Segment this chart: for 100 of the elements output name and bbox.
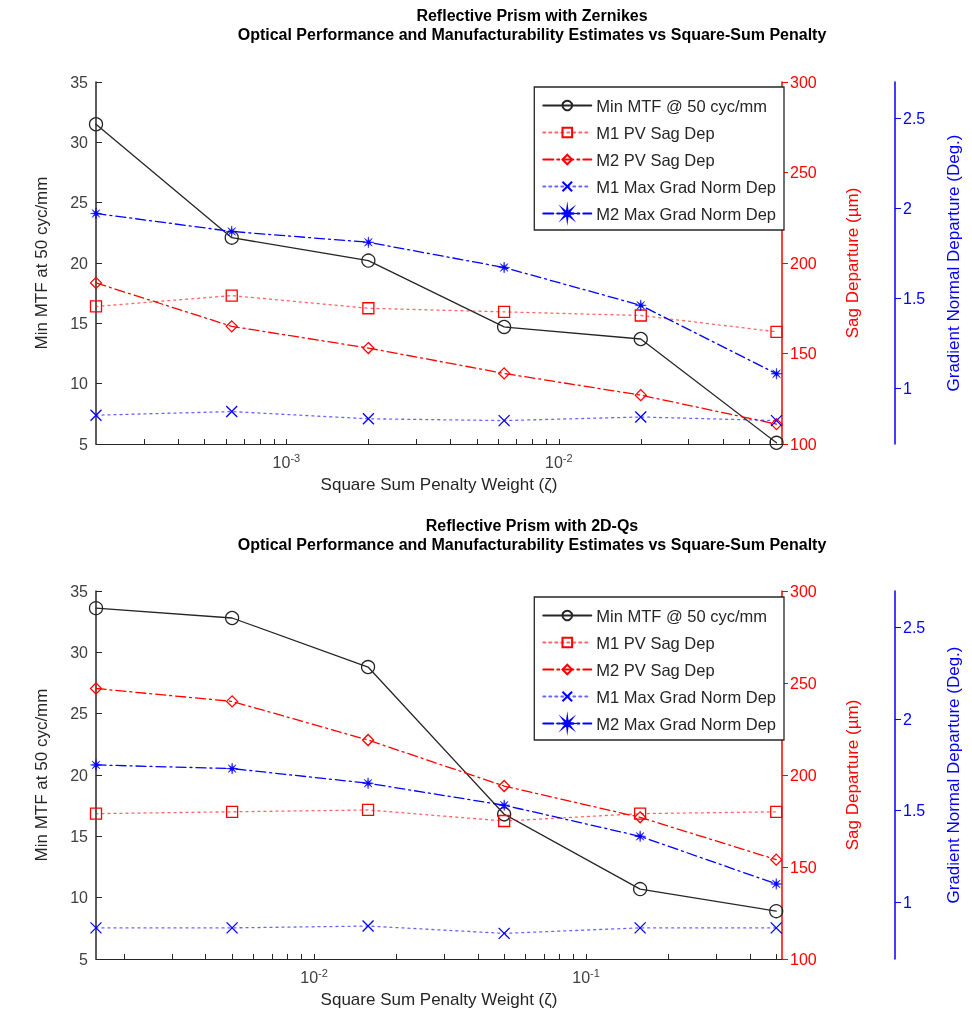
point bbox=[634, 410, 647, 424]
point bbox=[362, 412, 375, 425]
point bbox=[225, 921, 239, 935]
point bbox=[225, 225, 238, 238]
point bbox=[89, 807, 103, 820]
y3-tick-label: 1.5 bbox=[903, 802, 926, 820]
y2-tick-label: 300 bbox=[790, 582, 817, 600]
point bbox=[90, 759, 102, 771]
y-tick-label: 5 bbox=[79, 950, 89, 968]
y3-tick-label: 2 bbox=[903, 199, 912, 217]
y2-tick-label: 200 bbox=[790, 766, 817, 784]
point bbox=[770, 878, 782, 890]
point bbox=[497, 305, 511, 319]
point bbox=[498, 814, 511, 828]
y2-axis-title: Sag Departure (µm) bbox=[843, 699, 862, 851]
y-tick-label: 25 bbox=[70, 194, 89, 212]
point bbox=[770, 414, 783, 427]
point bbox=[635, 299, 647, 312]
y2-tick-label: 250 bbox=[790, 674, 817, 692]
point bbox=[632, 881, 648, 897]
point bbox=[361, 919, 375, 933]
point bbox=[498, 779, 511, 793]
point bbox=[770, 805, 783, 818]
y-axis-title: Min MTF at 50 cyc/mm bbox=[32, 688, 51, 862]
point bbox=[361, 733, 375, 747]
point bbox=[770, 417, 783, 431]
point bbox=[361, 253, 376, 268]
point bbox=[89, 276, 103, 290]
point bbox=[770, 368, 783, 380]
chart-subtitle: Optical Performance and Manufacturability Estimates vs Square-Sum Penalty bbox=[237, 535, 827, 553]
y2-tick-label: 100 bbox=[790, 435, 817, 453]
point bbox=[226, 762, 238, 775]
y2-tick-label: 300 bbox=[790, 73, 817, 91]
point bbox=[497, 807, 512, 822]
y-tick-label: 30 bbox=[70, 133, 89, 151]
point bbox=[634, 309, 647, 322]
point bbox=[498, 799, 510, 811]
point bbox=[633, 921, 647, 935]
legend-label: M2 Max Grad Norm Dep bbox=[596, 714, 777, 733]
y-tick-label: 15 bbox=[70, 314, 89, 332]
point bbox=[497, 367, 511, 380]
y-axis-title: Min MTF at 50 cyc/mm bbox=[32, 176, 51, 350]
legend-label: M1 PV Sag Dep bbox=[596, 123, 715, 142]
y-tick-label: 30 bbox=[70, 643, 89, 661]
point bbox=[498, 927, 511, 940]
legend-label: M2 Max Grad Norm Dep bbox=[596, 204, 777, 223]
legend-label: M1 Max Grad Norm Dep bbox=[596, 687, 777, 706]
point bbox=[498, 261, 510, 274]
y-tick-label: 10 bbox=[70, 889, 89, 907]
chart-subtitle: Optical Performance and Manufacturability Estimates vs Square-Sum Penalty bbox=[237, 25, 827, 43]
legend-label: M1 Max Grad Norm Dep bbox=[596, 177, 777, 196]
y3-axis-title: Gradient Normal Departure (Deg.) bbox=[944, 646, 963, 904]
point bbox=[633, 811, 647, 824]
x-axis-title: Square Sum Penalty Weight (ζ) bbox=[320, 990, 558, 1009]
y2-tick-label: 150 bbox=[790, 858, 817, 876]
point bbox=[89, 682, 103, 695]
y-tick-label: 35 bbox=[70, 582, 89, 600]
y-tick-label: 20 bbox=[70, 766, 89, 784]
point bbox=[362, 302, 375, 315]
y3-tick-label: 1.5 bbox=[903, 289, 926, 307]
y2-tick-label: 200 bbox=[790, 254, 817, 272]
y3-tick-label: 1 bbox=[903, 893, 912, 911]
point bbox=[362, 777, 374, 789]
legend-label: M1 PV Sag Dep bbox=[596, 633, 715, 652]
point bbox=[225, 405, 238, 418]
legend-label: Min MTF @ 50 cyc/mm bbox=[596, 96, 768, 115]
y3-tick-label: 2.5 bbox=[903, 109, 926, 127]
chart-title: Reflective Prism with 2D-Qs bbox=[425, 516, 639, 534]
point bbox=[360, 659, 376, 675]
point bbox=[88, 601, 104, 616]
point bbox=[497, 414, 511, 427]
y-tick-label: 10 bbox=[70, 375, 89, 393]
point bbox=[770, 853, 783, 866]
y2-tick-label: 150 bbox=[790, 345, 817, 362]
point bbox=[89, 409, 103, 422]
point bbox=[770, 325, 783, 338]
point bbox=[90, 207, 102, 220]
y-tick-label: 15 bbox=[70, 827, 89, 845]
point bbox=[225, 289, 238, 302]
y2-tick-label: 100 bbox=[790, 950, 817, 968]
point bbox=[362, 341, 375, 355]
y3-tick-label: 2 bbox=[903, 710, 912, 728]
point bbox=[224, 230, 239, 245]
point bbox=[633, 331, 648, 347]
point bbox=[88, 117, 104, 132]
y-tick-label: 35 bbox=[70, 73, 89, 91]
point bbox=[225, 695, 239, 708]
point bbox=[634, 388, 647, 402]
x-axis-title: Square Sum Penalty Weight (ζ) bbox=[320, 475, 558, 494]
point bbox=[634, 830, 646, 843]
y-tick-label: 25 bbox=[70, 705, 89, 723]
point bbox=[89, 300, 103, 313]
legend-label: M2 PV Sag Dep bbox=[596, 660, 715, 679]
point bbox=[770, 921, 783, 935]
point bbox=[225, 805, 239, 818]
y-tick-label: 5 bbox=[79, 435, 89, 453]
point bbox=[225, 320, 238, 333]
point bbox=[362, 236, 375, 249]
y3-tick-label: 2.5 bbox=[903, 619, 926, 637]
y-tick-label: 20 bbox=[70, 254, 89, 272]
